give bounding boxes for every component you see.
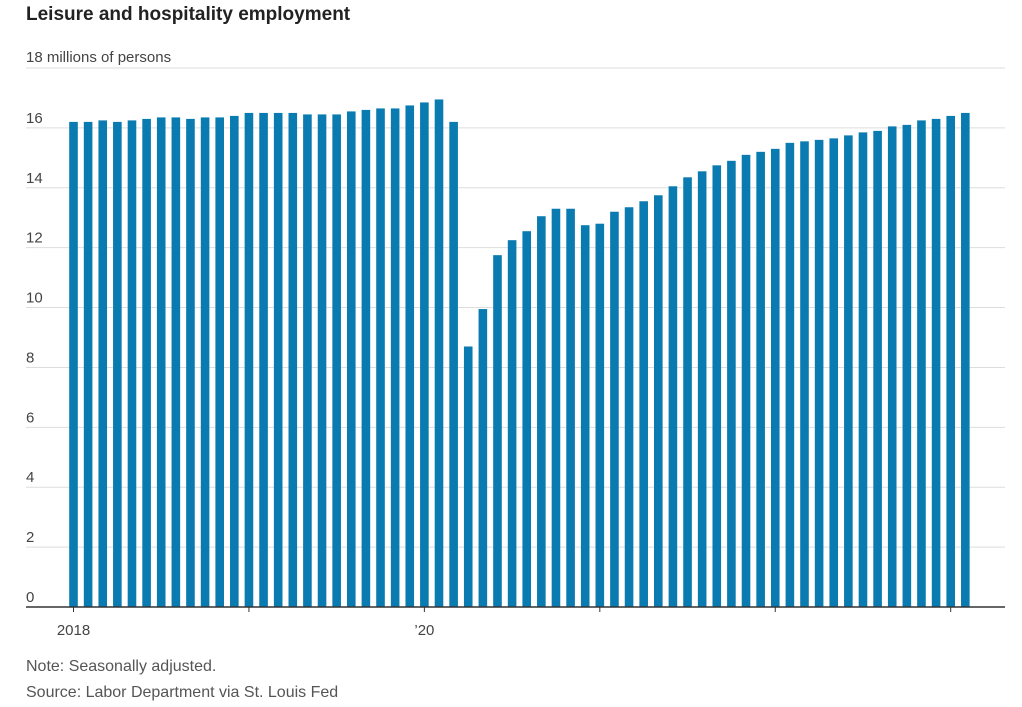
bar-16 bbox=[303, 114, 312, 607]
bar-18 bbox=[332, 114, 341, 607]
bar-59 bbox=[931, 118, 941, 607]
bar-6 bbox=[156, 117, 166, 607]
x-tick-label-24: ’20 bbox=[414, 622, 434, 639]
bar-58 bbox=[917, 120, 926, 608]
bar-21 bbox=[376, 108, 385, 608]
bar-11 bbox=[230, 115, 239, 607]
bar-45 bbox=[727, 160, 736, 607]
y-axis-unit-label: 18 millions of persons bbox=[26, 49, 172, 66]
bar-1 bbox=[83, 121, 93, 608]
bar-56 bbox=[887, 126, 897, 607]
bar-41 bbox=[668, 186, 678, 607]
bar-7 bbox=[171, 117, 181, 607]
bar-26 bbox=[449, 121, 458, 608]
bar-25 bbox=[434, 99, 444, 607]
y-tick-label-2: 2 bbox=[26, 529, 34, 546]
chart-note: Note: Seasonally adjusted. bbox=[26, 658, 217, 675]
bar-chart: 0 2 4 6 8 10 12 14 16 2018 ’20 bbox=[26, 67, 1005, 639]
bar-35 bbox=[580, 225, 590, 607]
bar-60 bbox=[946, 115, 955, 607]
bar-22 bbox=[390, 108, 400, 608]
bar-48 bbox=[770, 148, 780, 607]
bar-42 bbox=[683, 177, 692, 608]
x-tick-label-0: 2018 bbox=[57, 622, 90, 639]
bar-13 bbox=[259, 112, 268, 608]
bar-44 bbox=[712, 165, 722, 607]
bar-49 bbox=[785, 142, 795, 608]
bar-37 bbox=[610, 211, 619, 608]
y-tick-label-8: 8 bbox=[26, 349, 34, 366]
bar-31 bbox=[522, 231, 532, 607]
bar-24 bbox=[420, 102, 429, 607]
bar-52 bbox=[829, 138, 839, 607]
y-tick-label-10: 10 bbox=[26, 290, 43, 307]
bar-51 bbox=[814, 139, 824, 607]
bar-57 bbox=[902, 124, 912, 607]
bar-50 bbox=[800, 141, 809, 608]
bar-9 bbox=[200, 117, 210, 607]
chart-title: Leisure and hospitality employment bbox=[26, 4, 351, 25]
bar-12 bbox=[244, 112, 254, 608]
bar-20 bbox=[361, 109, 371, 608]
bar-36 bbox=[595, 223, 605, 607]
y-tick-label-4: 4 bbox=[26, 469, 34, 486]
bar-46 bbox=[741, 154, 751, 607]
bar-28 bbox=[478, 309, 488, 607]
bar-10 bbox=[215, 117, 224, 607]
bar-17 bbox=[317, 114, 327, 607]
y-tick-label-12: 12 bbox=[26, 230, 43, 247]
y-tick-label-0: 0 bbox=[26, 589, 34, 606]
bar-8 bbox=[186, 118, 195, 607]
bar-23 bbox=[405, 105, 415, 608]
bar-33 bbox=[551, 208, 561, 608]
bar-27 bbox=[463, 346, 473, 607]
y-tick-label-14: 14 bbox=[26, 170, 43, 187]
bar-3 bbox=[113, 121, 122, 608]
bar-38 bbox=[624, 207, 634, 608]
y-tick-label-6: 6 bbox=[26, 409, 34, 426]
bar-61 bbox=[961, 112, 970, 608]
bar-29 bbox=[493, 255, 502, 607]
bar-5 bbox=[142, 118, 151, 607]
bar-39 bbox=[639, 201, 648, 607]
bar-30 bbox=[507, 240, 517, 607]
bar-15 bbox=[288, 112, 298, 608]
bar-32 bbox=[537, 216, 546, 607]
bar-19 bbox=[346, 111, 356, 608]
bar-53 bbox=[844, 135, 853, 608]
y-tick-label-16: 16 bbox=[26, 110, 43, 127]
bar-43 bbox=[697, 171, 707, 607]
chart-source: Source: Labor Department via St. Louis F… bbox=[26, 684, 339, 701]
bar-47 bbox=[756, 151, 765, 607]
bar-0 bbox=[69, 121, 78, 608]
bar-14 bbox=[273, 112, 283, 608]
bar-2 bbox=[98, 120, 108, 608]
bar-55 bbox=[873, 130, 882, 607]
bar-34 bbox=[566, 208, 575, 608]
bar-4 bbox=[127, 120, 137, 608]
bar-54 bbox=[858, 132, 868, 607]
bar-40 bbox=[654, 195, 663, 607]
